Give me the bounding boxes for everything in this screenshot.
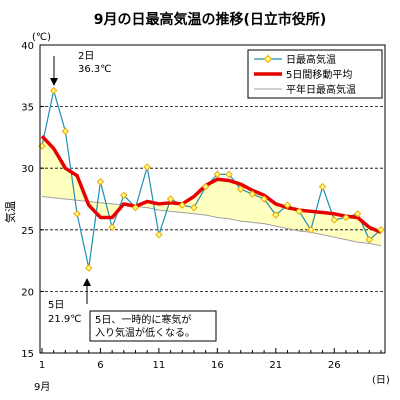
- daily-marker: [330, 216, 338, 224]
- daily-marker: [120, 191, 128, 200]
- daily-marker: [260, 195, 268, 203]
- x-axis-ticks: 1 6 11 16 21 26: [39, 348, 382, 371]
- x-tick-label: 16: [211, 360, 224, 371]
- y-tick-label: 35: [21, 103, 34, 114]
- plot-frame: [39, 44, 386, 354]
- daily-marker: [283, 201, 292, 209]
- x-tick-label: 6: [97, 360, 103, 371]
- note-box: [89, 310, 217, 342]
- daily-marker: [143, 163, 151, 171]
- normal-temperature-line: [41, 196, 382, 247]
- annotation-day5-value: 21.9℃: [48, 314, 82, 325]
- y-axis-label: 気温: [3, 201, 17, 223]
- y-tick-label: 30: [21, 164, 34, 175]
- daily-marker: [225, 170, 233, 179]
- grid-lines: [40, 106, 385, 292]
- daily-marker: [272, 211, 280, 219]
- annotation-day2-value: 36.3℃: [78, 64, 112, 75]
- daily-marker: [318, 182, 327, 191]
- daily-marker: [61, 127, 70, 135]
- daily-marker: [237, 185, 245, 193]
- y-axis-ticks: 15 20 25 30 35 40: [21, 41, 44, 360]
- daily-marker: [108, 223, 116, 232]
- daily-marker: [96, 178, 105, 186]
- note-text: 5日、一時的に寒気が 入り気温が低くなる。: [95, 313, 195, 339]
- legend: 日最高気温 5日間移動平均 平年日最高気温: [247, 49, 383, 99]
- note-line-1: 5日、一時的に寒気が: [95, 313, 191, 326]
- above-normal-fill: [42, 136, 381, 246]
- daily-marker: [166, 195, 175, 203]
- daily-marker: [178, 201, 186, 209]
- legend-daily-marker: [263, 54, 273, 64]
- daily-marker: [201, 182, 210, 191]
- moving-average-line: [40, 134, 382, 234]
- daily-marker: [342, 213, 350, 222]
- y-tick-label: 40: [21, 41, 34, 52]
- arrow-day5-head: [83, 278, 91, 286]
- annotation-day5-date: 5日: [48, 300, 64, 311]
- note-line-2: 入り気温が低くなる。: [95, 326, 195, 339]
- daily-marker: [307, 226, 315, 234]
- daily-marker: [295, 207, 303, 216]
- arrow-day2-head: [50, 78, 58, 86]
- daily-marker: [365, 235, 374, 244]
- x-tick-label: 1: [39, 360, 45, 371]
- legend-moving-label: 5日間移動平均: [286, 68, 352, 81]
- x-tick-label: 21: [269, 360, 282, 371]
- x-month-label: 9月: [34, 381, 50, 393]
- daily-marker: [213, 170, 222, 179]
- annotation-day2-date: 2日: [78, 51, 94, 62]
- x-unit-label: (日): [372, 375, 390, 386]
- x-tick-label: 11: [153, 360, 166, 371]
- y-tick-label: 25: [21, 226, 34, 237]
- daily-marker: [190, 203, 198, 212]
- daily-marker: [131, 203, 140, 212]
- daily-marker: [155, 231, 163, 239]
- daily-marker: [85, 264, 93, 272]
- daily-marker: [353, 210, 362, 218]
- daily-marker: [49, 86, 58, 95]
- legend-daily-label: 日最高気温: [286, 53, 336, 66]
- daily-marker: [248, 190, 257, 198]
- y-tick-label: 20: [21, 287, 34, 298]
- legend-normal-label: 平年日最高気温: [286, 83, 356, 96]
- daily-marker: [377, 226, 385, 234]
- y-unit-label: (℃): [32, 32, 51, 43]
- daily-marker: [73, 210, 81, 218]
- chart-title: 9月の日最高気温の推移(日立市役所): [94, 11, 327, 28]
- x-tick-label: 26: [328, 360, 341, 371]
- y-tick-label: 15: [21, 349, 34, 360]
